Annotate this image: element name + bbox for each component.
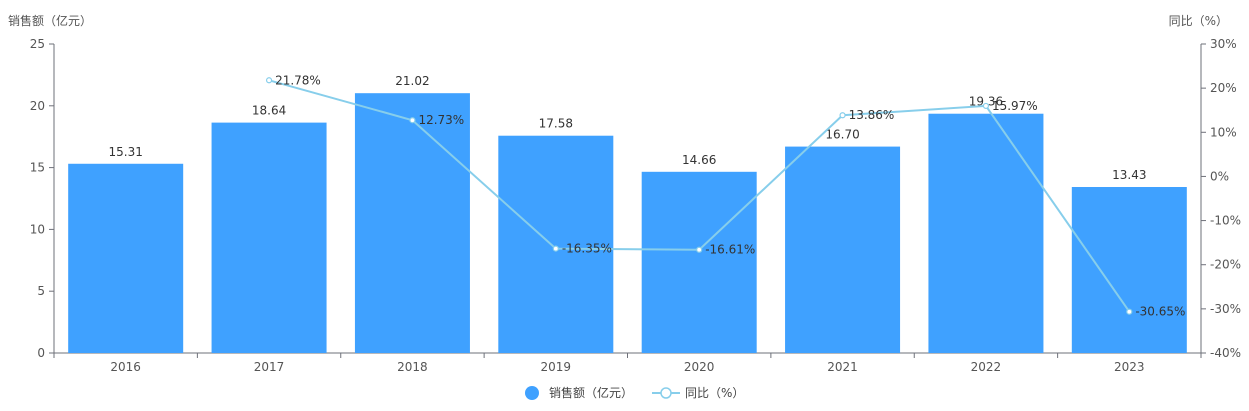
yoy-value-label: -16.61% <box>705 243 755 257</box>
x-tick-label: 2017 <box>254 360 285 374</box>
bar-value-label: 14.66 <box>682 153 716 167</box>
yoy-point <box>409 117 416 124</box>
bar <box>68 163 184 353</box>
legend-swatch-yoy-marker <box>660 387 672 399</box>
y-right-tick-label: 20% <box>1210 81 1237 95</box>
y-right-tick-label: 10% <box>1210 125 1237 139</box>
y-right-tick-label: -30% <box>1210 302 1241 316</box>
yoy-value-label: 21.78% <box>275 73 321 87</box>
y-right-tick-label: -20% <box>1210 258 1241 272</box>
y-right-tick-label: 0% <box>1210 169 1229 183</box>
y-right-tick-label: 30% <box>1210 37 1237 51</box>
y-left-tick-label: 20 <box>30 99 45 113</box>
bar <box>1071 187 1187 353</box>
y-left-tick-label: 0 <box>37 346 45 360</box>
bar-value-label: 17.58 <box>539 117 573 131</box>
y-left-tick-label: 5 <box>37 284 45 298</box>
x-tick-label: 2023 <box>1114 360 1145 374</box>
x-tick-label: 2018 <box>397 360 428 374</box>
yoy-value-label: 15.97% <box>992 99 1038 113</box>
legend-swatch-sales <box>525 386 539 400</box>
bar-value-label: 15.31 <box>109 145 143 159</box>
bar <box>498 135 614 353</box>
bar <box>354 93 470 353</box>
x-tick-label: 2020 <box>684 360 715 374</box>
bar <box>928 113 1044 353</box>
y-left-tick-label: 25 <box>30 37 45 51</box>
x-tick-label: 2016 <box>110 360 141 374</box>
legend-item-sales[interactable]: 销售额（亿元） <box>525 385 633 400</box>
bar <box>641 171 757 353</box>
y-left-tick-label: 15 <box>30 161 45 175</box>
yoy-point <box>1126 308 1133 315</box>
bar-value-label: 13.43 <box>1112 168 1146 182</box>
yoy-point <box>552 245 559 252</box>
y-right-tick-label: -40% <box>1210 346 1241 360</box>
bar-value-label: 18.64 <box>252 104 286 118</box>
legend-label-sales: 销售额（亿元） <box>549 385 633 400</box>
legend-label-yoy: 同比（%） <box>685 386 744 400</box>
bar <box>211 122 327 354</box>
yoy-point <box>696 246 703 253</box>
y-right-axis-title: 同比（%） <box>1169 14 1228 28</box>
plot-area: 0 5 10 15 20 25 -40% -30% -20% -10% 0% 10% 20% 30% 15.… <box>30 37 1241 374</box>
yoy-point <box>265 77 273 84</box>
x-tick-label: 2019 <box>541 360 572 374</box>
yoy-point <box>982 102 990 110</box>
yoy-point <box>839 112 846 119</box>
x-tick-label: 2021 <box>827 360 858 374</box>
y-right-tick-label: -10% <box>1210 214 1241 228</box>
yoy-value-label: 13.86% <box>849 108 895 122</box>
bar-value-label: 16.70 <box>825 128 859 142</box>
bar-value-label: 21.02 <box>395 74 429 88</box>
bar-value-label: 19.36 <box>969 95 1003 109</box>
x-tick-label: 2022 <box>971 360 1002 374</box>
yoy-value-label: -16.35% <box>562 242 612 256</box>
legend[interactable]: 销售额（亿元） 同比（%） <box>525 385 744 400</box>
yoy-value-label: 12.73% <box>418 113 464 127</box>
yoy-value-label: -30.65% <box>1135 305 1185 319</box>
y-left-tick-label: 10 <box>30 222 45 236</box>
bar <box>785 146 901 353</box>
y-left-axis-title: 销售额（亿元） <box>8 13 92 28</box>
legend-item-yoy[interactable]: 同比（%） <box>652 386 744 400</box>
